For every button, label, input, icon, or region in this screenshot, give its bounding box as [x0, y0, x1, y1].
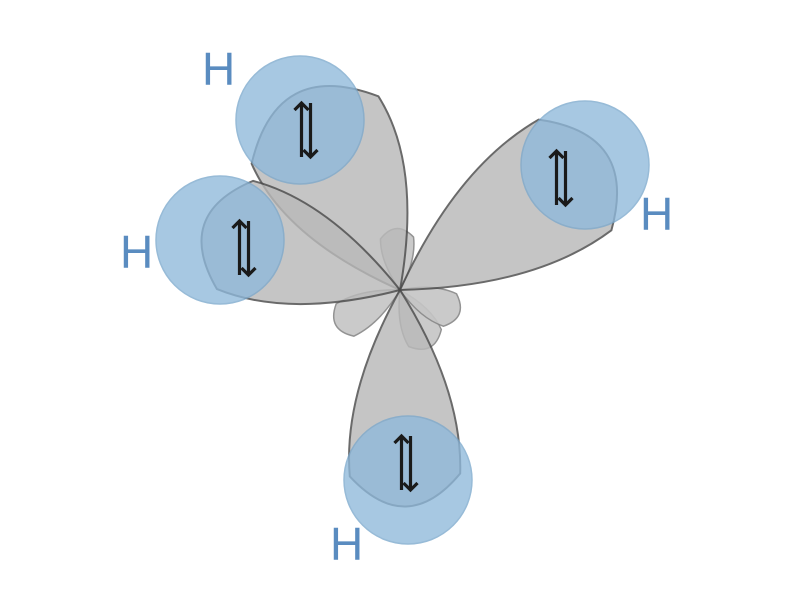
H-left-orbital [156, 176, 284, 304]
H-left-label: H [120, 226, 153, 278]
H-top-label: H [202, 43, 235, 95]
H-bottom-label: H [330, 518, 363, 570]
H-right-label: H [640, 188, 673, 240]
H-right-orbital [521, 101, 649, 229]
methane-orbital-diagram: H H H H [0, 0, 800, 600]
